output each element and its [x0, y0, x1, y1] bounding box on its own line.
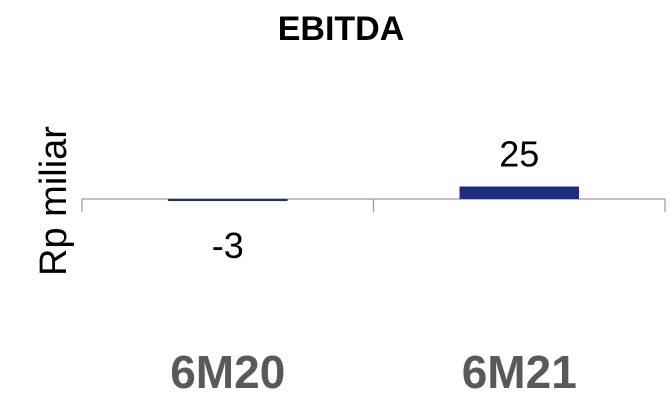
plot-area: -3 6M20 25 6M21	[81, 134, 666, 393]
category-label-6M21: 6M21	[462, 346, 577, 393]
data-label-6M20: -3	[212, 225, 244, 266]
category-label-6M20: 6M20	[170, 346, 285, 393]
chart-title: EBITDA	[278, 10, 405, 48]
bar-6M20	[167, 199, 288, 201]
bar-6M21	[459, 186, 580, 199]
data-label-6M21: 25	[499, 134, 539, 175]
y-axis-label: Rp miliar	[33, 126, 75, 276]
